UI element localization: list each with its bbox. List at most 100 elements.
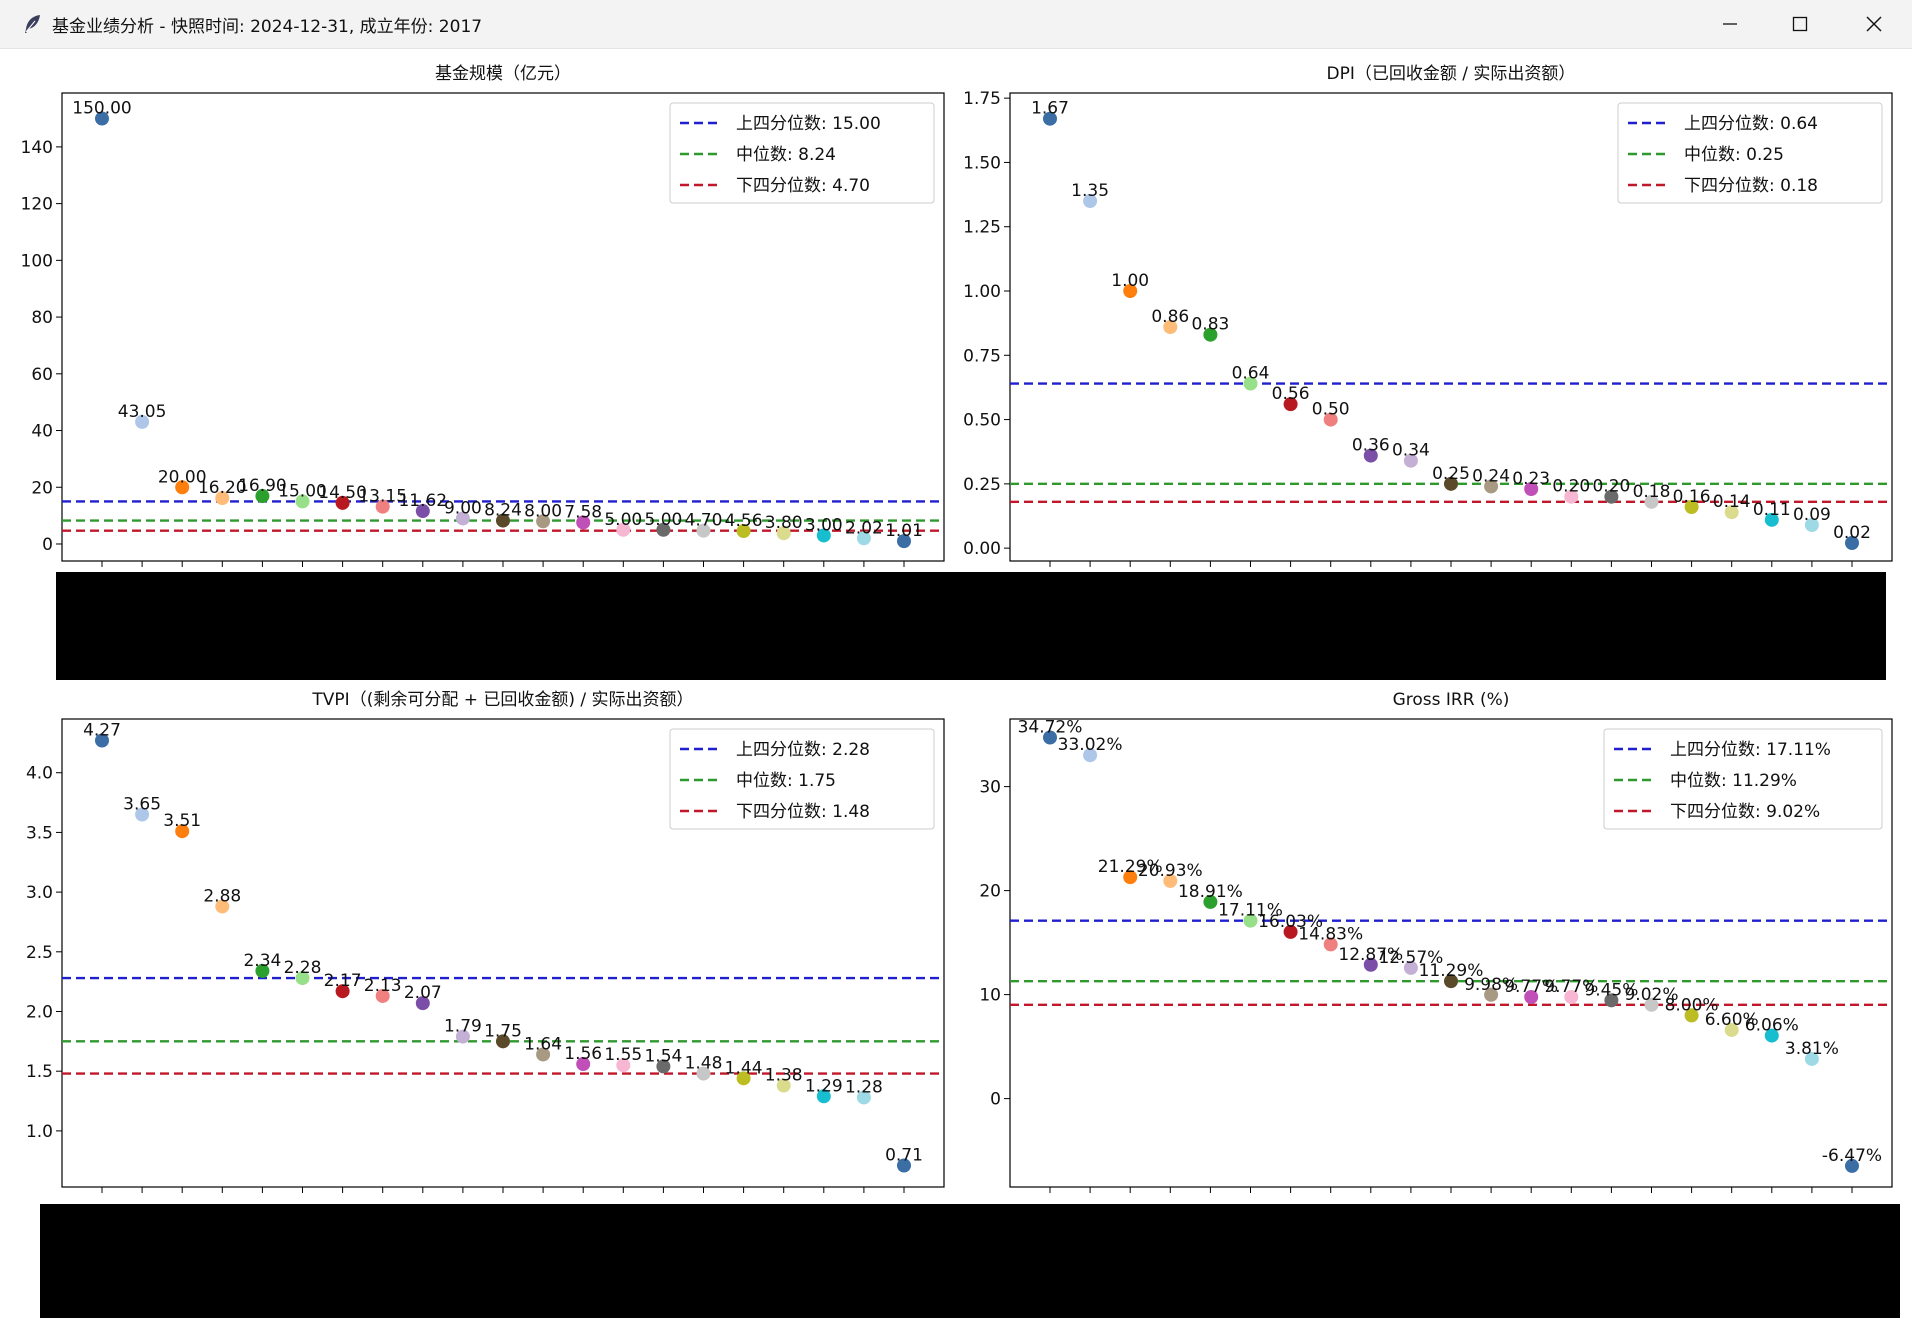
data-point <box>1845 536 1859 550</box>
data-label: 17.11% <box>1218 901 1283 921</box>
data-point <box>215 491 230 506</box>
data-point <box>1203 894 1218 909</box>
data-point <box>856 1090 871 1105</box>
data-label: -6.47% <box>1822 1146 1882 1166</box>
data-label: 18.91% <box>1178 882 1243 902</box>
y-tick-label: 1.75 <box>963 89 1001 109</box>
data-label: 0.64 <box>1232 364 1270 384</box>
y-tick-label: 0.25 <box>963 475 1001 495</box>
data-label: 8.00 <box>524 501 562 521</box>
y-tick-label: 120 <box>21 195 53 215</box>
data-point <box>1764 512 1779 527</box>
data-label: 5.00 <box>644 510 682 530</box>
data-label: 13.15 <box>358 487 407 507</box>
data-point <box>1203 327 1218 342</box>
data-point <box>616 1058 631 1073</box>
data-point <box>1403 960 1418 975</box>
data-label: 4.56 <box>725 511 763 531</box>
chart-panel-3: TVPI（(剩余可分配 + 已回收金额) / 实际出资额） 1.0 1.5 2.0 2.… <box>26 690 945 1193</box>
data-point <box>295 494 310 509</box>
data-point <box>897 534 911 549</box>
legend <box>1603 728 1883 830</box>
data-label: 0.24 <box>1472 466 1510 486</box>
data-label: 0.25 <box>1432 464 1470 484</box>
data-point <box>335 984 350 999</box>
data-point <box>1123 284 1138 298</box>
data-point <box>1845 1158 1859 1173</box>
data-label: 9.98% <box>1464 975 1518 995</box>
data-label: 3.00 <box>805 515 843 535</box>
data-point <box>1644 494 1659 509</box>
data-label: 0.11 <box>1753 500 1791 520</box>
data-label: 20.93% <box>1138 861 1203 881</box>
redacted-area-bottom <box>40 1204 1900 1318</box>
data-point <box>175 824 190 839</box>
data-label: 11.29% <box>1419 961 1484 981</box>
data-point <box>135 807 150 822</box>
window-title: 基金业绩分析 - 快照时间: 2024-12-31, 成立年份: 2017 <box>52 17 483 37</box>
data-label: 7.58 <box>564 502 602 522</box>
data-label: 1.29 <box>805 1076 843 1096</box>
data-point <box>1724 505 1739 520</box>
data-point <box>1083 748 1098 763</box>
data-point <box>1363 957 1378 972</box>
data-label: 0.34 <box>1392 441 1430 461</box>
data-point <box>1684 1008 1699 1023</box>
close-button[interactable] <box>1846 6 1902 42</box>
data-label: 0.71 <box>885 1146 923 1166</box>
data-label: 1.01 <box>885 521 923 541</box>
data-point <box>1524 989 1539 1004</box>
data-label: 8.24 <box>484 501 522 521</box>
data-label: 2.07 <box>404 983 442 1003</box>
data-label: 0.83 <box>1191 315 1229 335</box>
data-point <box>1043 111 1057 126</box>
chart-panel-4: Gross IRR (%) 0 10 20 30 34.72%33.02% 21.29%20… <box>979 690 1893 1193</box>
y-tick-label: 40 <box>31 422 53 442</box>
data-point <box>375 499 390 514</box>
data-label: 0.09 <box>1793 505 1831 525</box>
y-tick-label: 4.0 <box>26 764 53 784</box>
data-label: 3.65 <box>123 795 161 815</box>
data-label: 1.75 <box>484 1021 522 1041</box>
data-point <box>496 513 510 528</box>
legend-entry: 下四分位数: 9.02% <box>1670 802 1820 822</box>
legend <box>669 102 935 204</box>
legend-entry: 中位数: 0.25 <box>1684 145 1784 165</box>
data-point <box>776 526 791 541</box>
data-point <box>415 504 430 519</box>
data-point <box>816 1089 831 1104</box>
redacted-area-top <box>56 572 1886 680</box>
data-point <box>1403 453 1418 468</box>
data-label: 0.16 <box>1673 487 1711 507</box>
legend-entry: 中位数: 8.24 <box>736 145 836 165</box>
data-point <box>1564 989 1579 1004</box>
data-point <box>1243 913 1258 928</box>
minimize-button[interactable] <box>1702 6 1758 42</box>
y-tick-label: 80 <box>31 308 53 328</box>
y-tick-label: 10 <box>979 986 1001 1006</box>
title-bar[interactable]: 基金业绩分析 - 快照时间: 2024-12-31, 成立年份: 2017 <box>0 0 1912 49</box>
data-point <box>1524 482 1539 496</box>
data-label: 2.02 <box>845 518 883 538</box>
data-label: 14.83% <box>1298 924 1363 944</box>
data-point <box>1323 412 1338 427</box>
data-label: 1.44 <box>725 1058 763 1078</box>
data-point <box>1804 1051 1819 1066</box>
data-point <box>95 111 109 126</box>
y-tick-label: 1.5 <box>26 1062 53 1082</box>
chart-title: 基金规模（亿元） <box>435 64 571 84</box>
data-label: 9.77% <box>1544 977 1598 997</box>
data-point <box>496 1034 510 1049</box>
data-label: 2.28 <box>284 958 322 978</box>
y-tick-label: 0.00 <box>963 539 1001 559</box>
close-icon <box>1866 16 1882 32</box>
data-label: 20.00 <box>158 467 207 487</box>
data-label: 3.80 <box>765 513 803 533</box>
data-point <box>1163 873 1178 888</box>
legend <box>1617 102 1883 204</box>
data-label: 9.02% <box>1624 985 1678 1005</box>
data-point <box>455 511 470 526</box>
data-point <box>1444 476 1458 491</box>
maximize-button[interactable] <box>1772 6 1828 42</box>
data-point <box>1724 1022 1739 1037</box>
